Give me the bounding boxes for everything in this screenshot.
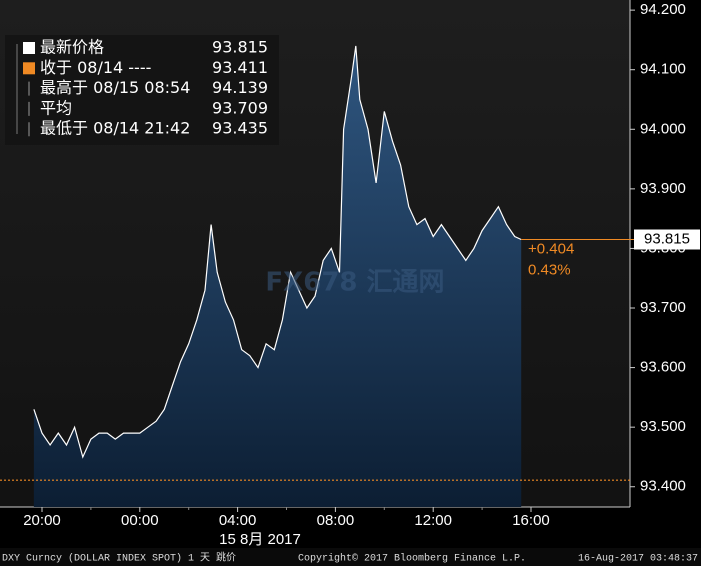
x-tick-label: 04:00 xyxy=(219,512,257,529)
area xyxy=(33,45,522,508)
legend-value: 94.139 xyxy=(212,78,268,97)
x-tick-label: 20:00 xyxy=(23,512,61,529)
footer-left: DXY Curncy (DOLLAR INDEX SPOT) 1 天 跳价 xyxy=(2,551,236,565)
y-tick-label: 94.200 xyxy=(640,1,686,18)
y-tick-label: 94.100 xyxy=(640,61,686,78)
x-tick-label: 16:00 xyxy=(512,512,550,529)
legend-swatch xyxy=(23,42,35,54)
x-tick-label: 00:00 xyxy=(121,512,159,529)
footer-right: 16-Aug-2017 03:48:37 xyxy=(578,554,698,565)
y-tick-label: 93.500 xyxy=(640,418,686,435)
legend-value: 93.411 xyxy=(212,58,268,77)
watermark: FX678 汇通网 xyxy=(265,268,444,298)
change-label: +0.404 xyxy=(528,240,574,257)
last-price-label: 93.815 xyxy=(644,230,690,247)
y-tick-label: 93.700 xyxy=(640,299,686,316)
legend-value: 93.709 xyxy=(212,98,268,117)
last-price-box xyxy=(634,229,700,250)
legend-value: 93.815 xyxy=(212,38,268,57)
line xyxy=(33,45,522,459)
legend-label: 最低于 08/14 21:42 xyxy=(40,119,190,138)
x-tick-label: 08:00 xyxy=(317,512,355,529)
change-pct-label: 0.43% xyxy=(528,261,571,278)
y-tick-label: 94.000 xyxy=(640,120,686,137)
legend-value: 93.435 xyxy=(212,119,268,138)
legend-box xyxy=(5,35,279,145)
x-date-label: 15 8月 2017 xyxy=(219,531,301,548)
y-tick-label: 93.900 xyxy=(640,180,686,197)
legend-label: 收于 08/14 ---- xyxy=(40,58,151,77)
y-tick-label: 93.400 xyxy=(640,478,686,495)
legend-label: 平均 xyxy=(40,98,72,117)
legend-swatch xyxy=(23,62,35,75)
legend-label: 最高于 08/15 08:54 xyxy=(40,78,190,97)
legend-label: 最新价格 xyxy=(40,38,104,57)
x-tick-label: 12:00 xyxy=(414,512,452,529)
footer-center: Copyright© 2017 Bloomberg Finance L.P. xyxy=(298,553,526,565)
y-tick-label: 93.600 xyxy=(640,359,686,376)
footer-bar xyxy=(0,548,701,566)
